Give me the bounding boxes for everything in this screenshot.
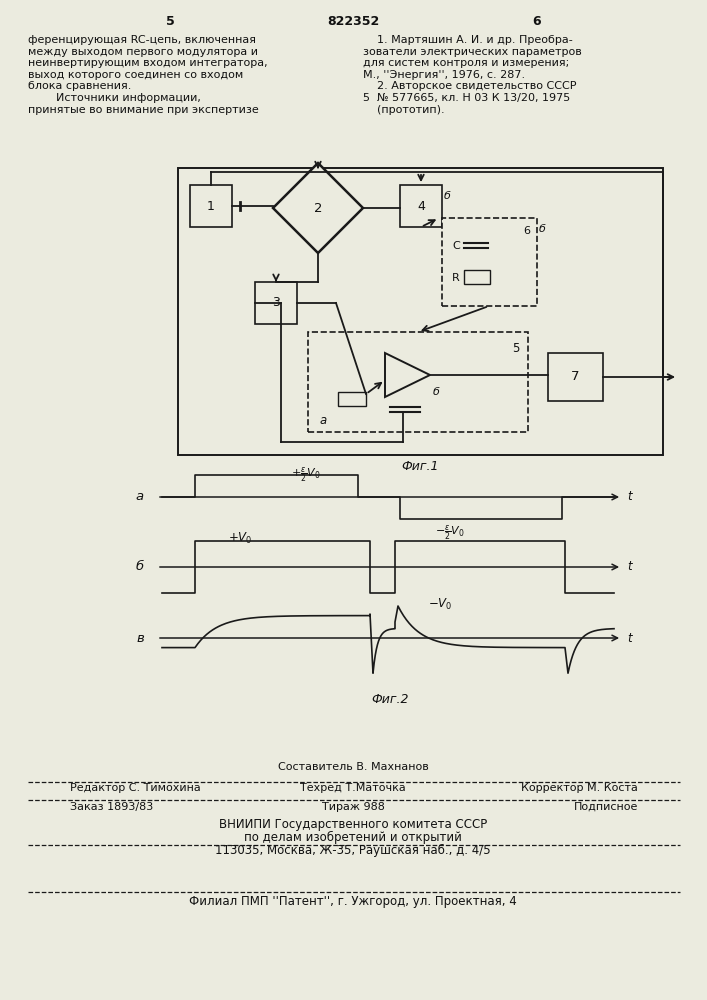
Bar bbox=[178, 168, 663, 455]
Text: 1: 1 bbox=[207, 200, 215, 213]
Text: Тираж 988: Тираж 988 bbox=[322, 802, 385, 812]
Text: 4: 4 bbox=[417, 200, 425, 213]
Text: t: t bbox=[627, 560, 631, 574]
Text: 822352: 822352 bbox=[327, 15, 379, 28]
Text: ференцирующая RC-цепь, включенная
между выходом первого модулятора и
неинвертиру: ференцирующая RC-цепь, включенная между … bbox=[28, 35, 268, 115]
Text: $-V_0$: $-V_0$ bbox=[428, 597, 452, 612]
Text: б: б bbox=[444, 191, 451, 201]
Text: ВНИИПИ Государственного комитета СССР: ВНИИПИ Государственного комитета СССР bbox=[219, 818, 487, 831]
Text: б: б bbox=[539, 224, 546, 234]
Bar bbox=[442, 218, 537, 306]
Text: Заказ 1893/83: Заказ 1893/83 bbox=[70, 802, 153, 812]
Bar bbox=[190, 185, 232, 227]
Bar bbox=[255, 282, 297, 324]
Text: t: t bbox=[627, 632, 631, 645]
Text: $+V_0$: $+V_0$ bbox=[228, 531, 252, 546]
Bar bbox=[338, 392, 366, 406]
Bar bbox=[548, 353, 603, 401]
Text: Фиг.1: Фиг.1 bbox=[402, 460, 439, 473]
Bar bbox=[400, 185, 442, 227]
Text: 6: 6 bbox=[532, 15, 542, 28]
Text: а: а bbox=[136, 490, 144, 504]
Text: по делам изобретений и открытий: по делам изобретений и открытий bbox=[244, 831, 462, 844]
Text: в: в bbox=[136, 632, 144, 645]
Text: $+\frac{\varepsilon}{2}V_0$: $+\frac{\varepsilon}{2}V_0$ bbox=[291, 465, 321, 484]
Text: C: C bbox=[452, 241, 460, 251]
Bar bbox=[464, 270, 490, 284]
Text: 1. Мартяшин А. И. и др. Преобра-
зователи электрических параметров
для систем ко: 1. Мартяшин А. И. и др. Преобра- зовател… bbox=[363, 35, 582, 115]
Text: 2: 2 bbox=[314, 202, 322, 215]
Text: Корректор М. Коста: Корректор М. Коста bbox=[521, 783, 638, 793]
Text: Филиал ПМП ''Патент'', г. Ужгород, ул. Проектная, 4: Филиал ПМП ''Патент'', г. Ужгород, ул. П… bbox=[189, 895, 517, 908]
Text: t: t bbox=[627, 490, 631, 504]
Text: б: б bbox=[433, 387, 440, 397]
Text: 113035, Москва, Ж-35, Раушская наб., д. 4/5: 113035, Москва, Ж-35, Раушская наб., д. … bbox=[215, 844, 491, 857]
Text: 5: 5 bbox=[513, 342, 520, 355]
Polygon shape bbox=[273, 163, 363, 253]
Text: Подписное: Подписное bbox=[573, 802, 638, 812]
Text: а: а bbox=[320, 414, 327, 427]
Text: Техред Т.Маточка: Техред Т.Маточка bbox=[300, 783, 406, 793]
Text: Составитель В. Махнанов: Составитель В. Махнанов bbox=[278, 762, 428, 772]
Text: Редактор С. Тимохина: Редактор С. Тимохина bbox=[70, 783, 201, 793]
Text: $-\frac{\varepsilon}{2}V_0$: $-\frac{\varepsilon}{2}V_0$ bbox=[436, 523, 464, 542]
Text: 6: 6 bbox=[523, 226, 530, 236]
Text: R: R bbox=[452, 273, 460, 283]
Text: Фиг.2: Фиг.2 bbox=[371, 693, 409, 706]
Polygon shape bbox=[385, 353, 430, 397]
Text: 5: 5 bbox=[165, 15, 175, 28]
Text: 3: 3 bbox=[272, 296, 280, 310]
Text: б: б bbox=[136, 560, 144, 574]
Text: +: + bbox=[387, 360, 398, 373]
Bar bbox=[308, 332, 528, 432]
Text: 7: 7 bbox=[571, 370, 580, 383]
